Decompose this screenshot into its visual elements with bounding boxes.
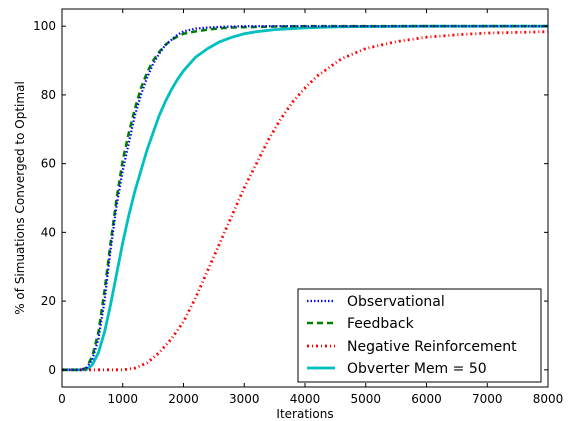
legend-label: Negative Reinforcement — [347, 339, 517, 355]
x-tick-label: 6000 — [411, 392, 442, 406]
y-tick-label: 80 — [41, 88, 56, 102]
x-tick-label: 5000 — [350, 392, 381, 406]
x-tick-label: 4000 — [290, 392, 321, 406]
y-tick-label: 0 — [48, 363, 56, 377]
y-tick-label: 60 — [41, 157, 56, 171]
x-axis-label: Iterations — [276, 407, 333, 421]
legend-label: Observational — [347, 294, 445, 310]
legend-label: Obverter Mem = 50 — [347, 361, 487, 377]
chart-axes: 0 1000 2000 3000 4000 5000 6000 7000 8000 0 20 40 60… — [33, 9, 563, 406]
legend-label: Feedback — [347, 316, 415, 332]
x-tick-label: 3000 — [229, 392, 260, 406]
series-line-0 — [62, 25, 548, 371]
x-tick-label: 0 — [58, 392, 66, 406]
x-tick-label: 2000 — [168, 392, 199, 406]
legend-box — [297, 288, 542, 383]
y-tick-label: 40 — [41, 225, 56, 239]
x-tick-label: 1000 — [107, 392, 138, 406]
y-tick-label: 100 — [33, 19, 56, 33]
y-tick-label: 20 — [41, 294, 56, 308]
chart-legend: Observational Feedback Negative Reinforcem… — [297, 288, 542, 383]
series-line-3 — [62, 24, 548, 372]
y-axis-label: % of Simuations Converged to Optimal — [13, 81, 27, 315]
x-tick-label: 8000 — [533, 392, 564, 406]
x-tick-label: 7000 — [472, 392, 503, 406]
chart-series-layer — [62, 24, 549, 372]
series-line-2 — [62, 30, 549, 372]
